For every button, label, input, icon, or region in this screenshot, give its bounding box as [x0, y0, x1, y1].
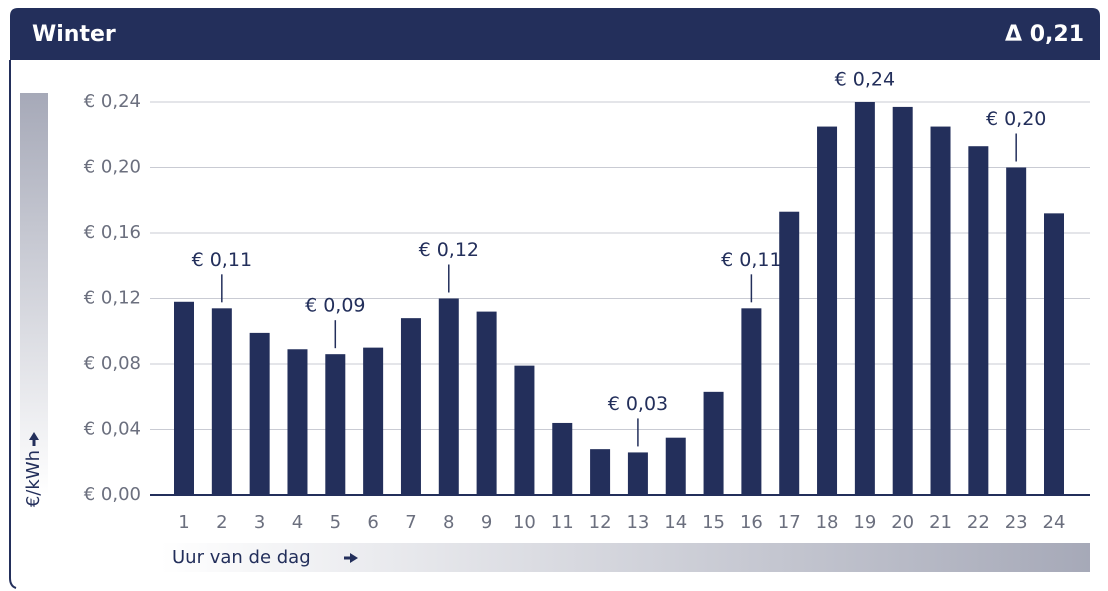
bar — [930, 126, 951, 495]
x-tick-label: 22 — [967, 512, 990, 533]
x-tick-label: 24 — [1043, 512, 1066, 533]
x-tick-label: 6 — [367, 512, 378, 533]
value-label: € 0,11 — [721, 249, 781, 271]
bar — [552, 422, 573, 495]
header — [10, 8, 1100, 60]
x-tick-label: 13 — [626, 512, 649, 533]
x-tick-label: 19 — [853, 512, 876, 533]
bar — [249, 332, 270, 495]
y-tick-label: € 0,20 — [84, 157, 141, 178]
x-tick-label: 11 — [551, 512, 574, 533]
x-tick-label: 8 — [443, 512, 454, 533]
value-label: € 0,09 — [305, 295, 365, 317]
y-tick-label: € 0,04 — [84, 419, 141, 440]
bar — [174, 301, 194, 495]
x-tick-label: 17 — [778, 512, 801, 533]
bar — [741, 308, 762, 495]
x-tick-label: 10 — [513, 512, 536, 533]
x-tick-label: 21 — [929, 512, 952, 533]
y-tick-label: € 0,08 — [84, 353, 141, 374]
x-tick-label: 15 — [702, 512, 725, 533]
y-tick-label: € 0,24 — [84, 91, 141, 112]
bar — [514, 365, 535, 495]
bar — [968, 146, 989, 495]
value-label: € 0,11 — [192, 249, 252, 271]
x-tick-label: 9 — [481, 512, 492, 533]
bar — [438, 298, 459, 495]
x-tick-label: 16 — [740, 512, 763, 533]
x-tick-label: 12 — [589, 512, 612, 533]
x-gradient — [160, 543, 1090, 572]
bar — [665, 437, 686, 495]
value-label: € 0,12 — [419, 239, 479, 261]
x-tick-label: 4 — [292, 512, 303, 533]
x-tick-label: 3 — [254, 512, 265, 533]
bar — [400, 318, 421, 495]
bar — [892, 106, 913, 495]
bar — [1044, 213, 1064, 495]
bar — [325, 354, 346, 495]
bar — [779, 211, 800, 495]
x-axis-label: Uur van de dag — [172, 547, 311, 568]
value-label: € 0,03 — [608, 393, 668, 415]
y-tick-label: € 0,00 — [84, 484, 141, 505]
x-tick-label: 7 — [405, 512, 416, 533]
bar — [817, 126, 838, 495]
x-tick-label: 5 — [330, 512, 341, 533]
bar — [363, 347, 384, 495]
bar — [476, 311, 497, 495]
bar — [627, 452, 648, 495]
x-tick-label: 14 — [664, 512, 687, 533]
bar — [854, 102, 875, 495]
value-label: € 0,24 — [835, 69, 895, 91]
arrow — [29, 432, 39, 446]
y-tick-label: € 0,16 — [84, 222, 141, 243]
y-gradient — [20, 93, 48, 495]
bar — [703, 391, 724, 495]
y-axis-label: €/kWh — [23, 450, 44, 507]
arrow — [344, 553, 358, 563]
bar — [590, 449, 611, 495]
delta: Δ 0,21 — [1005, 22, 1084, 47]
y-axis-label-group: €/kWh — [23, 432, 44, 507]
x-tick-label: 1 — [178, 512, 189, 533]
frame — [9, 60, 17, 589]
value-label: € 0,20 — [986, 108, 1046, 130]
x-tick-label: 18 — [816, 512, 839, 533]
x-tick-label: 2 — [216, 512, 227, 533]
y-tick-label: € 0,12 — [84, 288, 141, 309]
x-tick-label: 20 — [891, 512, 914, 533]
x-tick-label: 23 — [1005, 512, 1028, 533]
chart-title: Winter — [32, 22, 116, 47]
bar — [287, 349, 308, 495]
bar — [211, 308, 232, 495]
bar — [1006, 167, 1027, 495]
